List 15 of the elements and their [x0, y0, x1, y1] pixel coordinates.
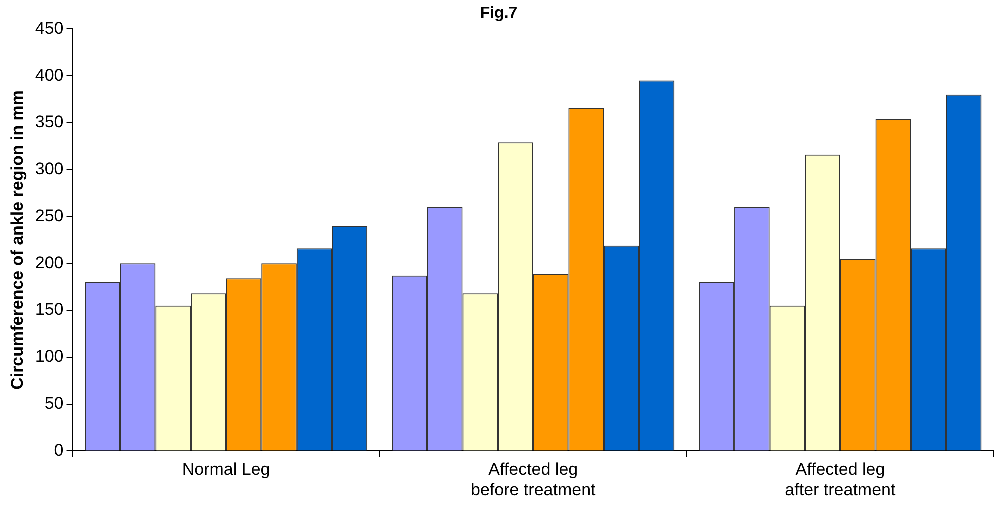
x-tick-label: Affected leg after treatment: [785, 460, 896, 500]
y-tick-label: 300: [35, 160, 64, 179]
y-axis-title: Circumference of ankle region in mm: [8, 90, 27, 390]
y-tick-label: 350: [35, 112, 64, 132]
y-tick-label: 200: [35, 253, 64, 272]
y-tick-label: 250: [35, 206, 64, 226]
y-tick-label: 450: [35, 18, 64, 38]
y-tick-label: 400: [35, 66, 64, 85]
y-tick-label: 100: [35, 347, 64, 366]
y-tick-label: 0: [54, 440, 64, 460]
y-tick-label: 50: [44, 394, 64, 413]
chart-title: Fig.7: [480, 5, 518, 22]
y-tick-label: 150: [35, 300, 64, 320]
x-tick-label: Affected leg before treatment: [471, 460, 596, 500]
x-tick-label: Normal Leg: [182, 460, 270, 480]
